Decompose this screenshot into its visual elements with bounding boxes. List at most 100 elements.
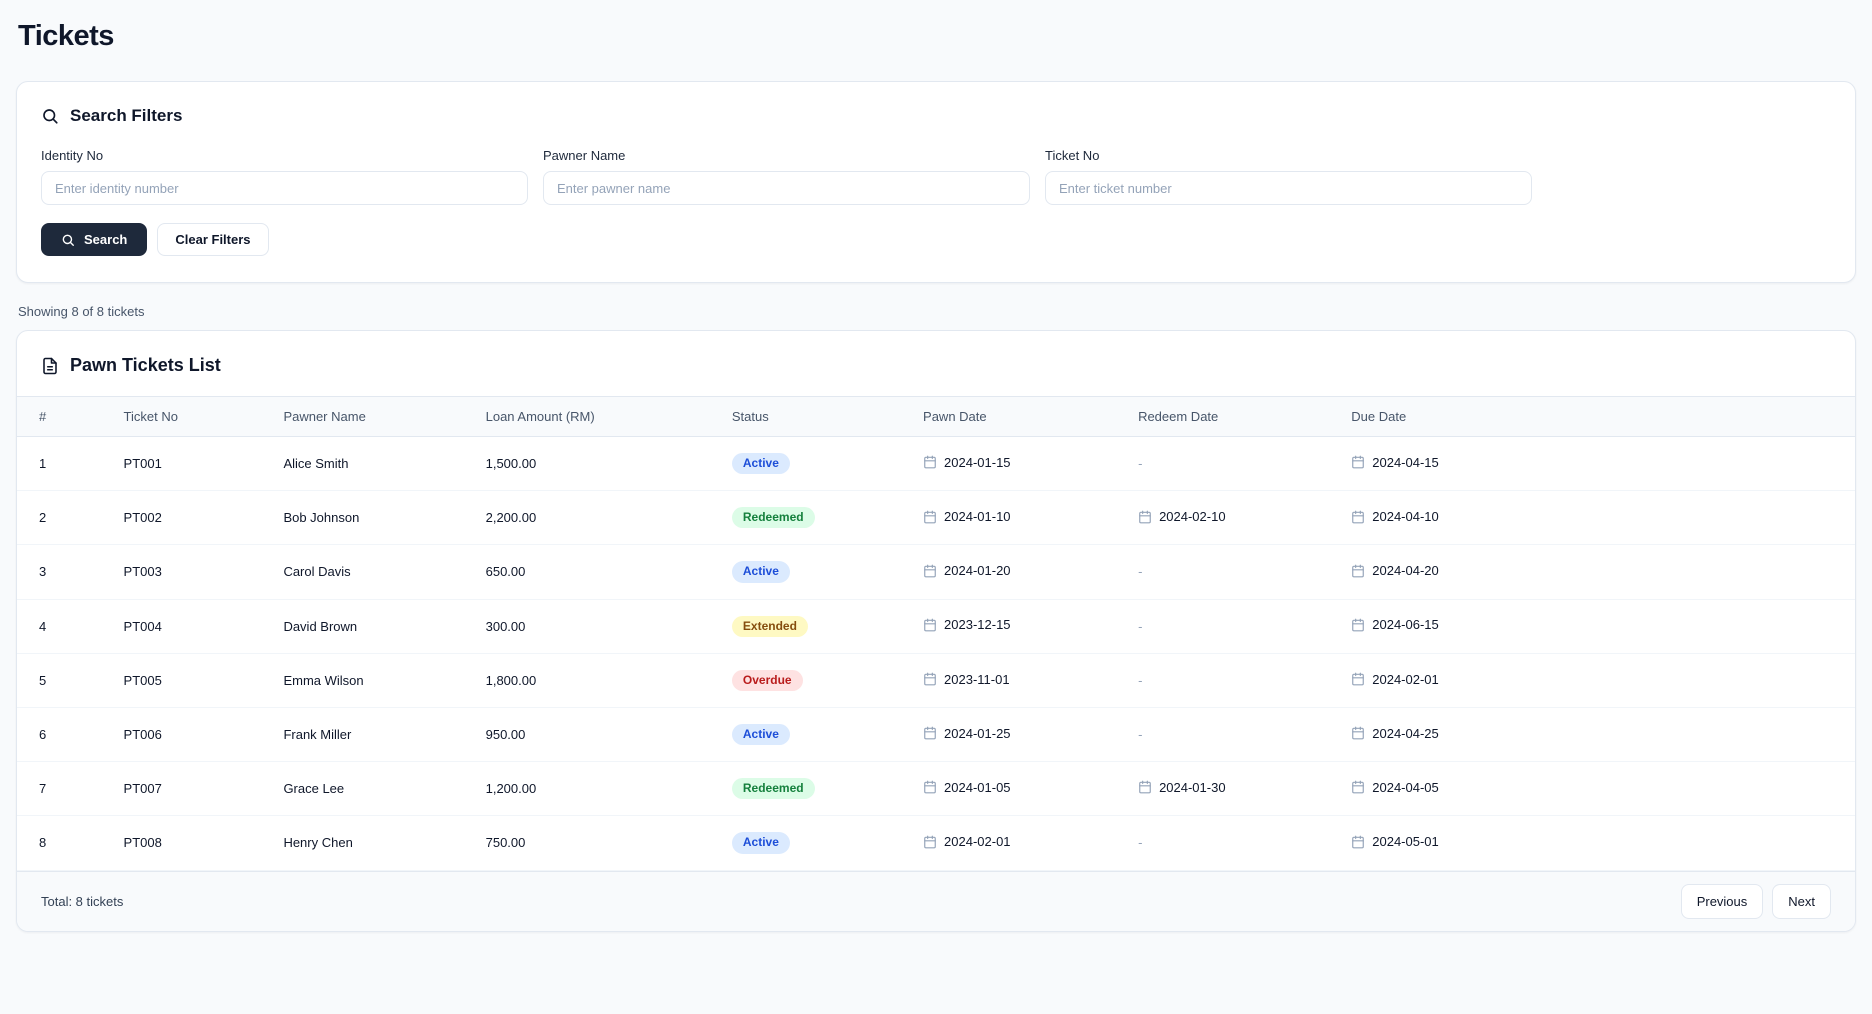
ticket-no-cell: PT006 <box>102 707 262 761</box>
calendar-icon <box>923 835 937 849</box>
pawner-name-cell: Bob Johnson <box>261 491 463 545</box>
status-cell: Active <box>710 816 901 870</box>
calendar-icon <box>1351 510 1365 524</box>
col-header-num: # <box>17 397 102 437</box>
loan-amount-cell: 1,200.00 <box>464 762 710 816</box>
status-badge: Active <box>732 561 790 582</box>
search-icon <box>41 107 59 125</box>
row-number-cell: 8 <box>17 816 102 870</box>
table-header-row: # Ticket No Pawner Name Loan Amount (RM)… <box>17 397 1855 437</box>
filters-grid: Identity No Pawner Name Ticket No <box>41 148 1831 205</box>
next-page-button[interactable]: Next <box>1772 884 1831 919</box>
status-cell: Extended <box>710 599 901 653</box>
date-value: 2024-02-01 <box>1351 672 1439 687</box>
col-header-loan-amount: Loan Amount (RM) <box>464 397 710 437</box>
search-button[interactable]: Search <box>41 223 147 256</box>
redeem-date-cell: - <box>1116 599 1329 653</box>
status-badge: Redeemed <box>732 507 815 528</box>
calendar-icon <box>923 510 937 524</box>
date-value: 2024-01-15 <box>923 455 1011 470</box>
redeem-date-cell: - <box>1116 545 1329 599</box>
due-date-cell: 2024-02-01 <box>1329 653 1855 707</box>
pawner-name-input[interactable] <box>543 171 1030 205</box>
calendar-icon <box>1138 510 1152 524</box>
identity-no-label: Identity No <box>41 148 528 163</box>
previous-page-button[interactable]: Previous <box>1681 884 1764 919</box>
empty-date-dash: - <box>1138 564 1142 579</box>
col-header-ticket-no: Ticket No <box>102 397 262 437</box>
calendar-icon <box>1351 780 1365 794</box>
pawner-name-field-group: Pawner Name <box>543 148 1030 205</box>
ticket-no-cell: PT005 <box>102 653 262 707</box>
due-date-cell: 2024-04-20 <box>1329 545 1855 599</box>
ticket-no-label: Ticket No <box>1045 148 1532 163</box>
calendar-icon <box>923 672 937 686</box>
empty-date-dash: - <box>1138 727 1142 742</box>
ticket-no-cell: PT001 <box>102 437 262 491</box>
due-date-cell: 2024-06-15 <box>1329 599 1855 653</box>
due-date-cell: 2024-04-10 <box>1329 491 1855 545</box>
ticket-no-cell: PT008 <box>102 816 262 870</box>
search-filters-card: Search Filters Identity No Pawner Name T… <box>16 81 1856 283</box>
loan-amount-cell: 2,200.00 <box>464 491 710 545</box>
table-row: 2PT002Bob Johnson2,200.00Redeemed2024-01… <box>17 491 1855 545</box>
file-text-icon <box>41 357 59 375</box>
date-value: 2024-05-01 <box>1351 834 1439 849</box>
status-badge: Overdue <box>732 670 803 691</box>
ticket-no-input[interactable] <box>1045 171 1532 205</box>
calendar-icon <box>923 455 937 469</box>
status-cell: Redeemed <box>710 491 901 545</box>
empty-date-dash: - <box>1138 673 1142 688</box>
showing-count-text: Showing 8 of 8 tickets <box>18 304 1854 319</box>
empty-date-dash: - <box>1138 835 1142 850</box>
date-value: 2024-01-25 <box>923 726 1011 741</box>
status-cell: Overdue <box>710 653 901 707</box>
row-number-cell: 6 <box>17 707 102 761</box>
redeem-date-cell: - <box>1116 653 1329 707</box>
col-header-pawner-name: Pawner Name <box>261 397 463 437</box>
pawner-name-cell: Frank Miller <box>261 707 463 761</box>
calendar-icon <box>1351 455 1365 469</box>
ticket-no-cell: PT002 <box>102 491 262 545</box>
search-button-label: Search <box>84 232 127 247</box>
filters-actions: Search Clear Filters <box>41 223 1831 256</box>
date-value: 2024-04-05 <box>1351 780 1439 795</box>
table-footer: Total: 8 tickets Previous Next <box>17 871 1855 931</box>
due-date-cell: 2024-04-15 <box>1329 437 1855 491</box>
col-header-status: Status <box>710 397 901 437</box>
ticket-no-cell: PT004 <box>102 599 262 653</box>
table-row: 4PT004David Brown300.00Extended2023-12-1… <box>17 599 1855 653</box>
calendar-icon <box>923 618 937 632</box>
loan-amount-cell: 650.00 <box>464 545 710 599</box>
table-card-header: Pawn Tickets List <box>17 331 1855 376</box>
due-date-cell: 2024-04-25 <box>1329 707 1855 761</box>
tickets-page: Tickets Search Filters Identity No Pawne… <box>0 0 1872 956</box>
identity-no-field-group: Identity No <box>41 148 528 205</box>
calendar-icon <box>1351 726 1365 740</box>
identity-no-input[interactable] <box>41 171 528 205</box>
clear-filters-button[interactable]: Clear Filters <box>157 223 268 256</box>
due-date-cell: 2024-05-01 <box>1329 816 1855 870</box>
loan-amount-cell: 750.00 <box>464 816 710 870</box>
table-row: 8PT008Henry Chen750.00Active2024-02-01-2… <box>17 816 1855 870</box>
pawner-name-cell: Emma Wilson <box>261 653 463 707</box>
status-cell: Active <box>710 707 901 761</box>
pawn-tickets-card: Pawn Tickets List # Ticket No Pawner Nam… <box>16 330 1856 932</box>
date-value: 2024-01-20 <box>923 563 1011 578</box>
date-value: 2024-04-10 <box>1351 509 1439 524</box>
col-header-redeem-date: Redeem Date <box>1116 397 1329 437</box>
col-header-due-date: Due Date <box>1329 397 1855 437</box>
date-value: 2024-02-01 <box>923 834 1011 849</box>
tickets-tbody: 1PT001Alice Smith1,500.00Active2024-01-1… <box>17 437 1855 871</box>
pawner-name-cell: David Brown <box>261 599 463 653</box>
row-number-cell: 2 <box>17 491 102 545</box>
loan-amount-cell: 950.00 <box>464 707 710 761</box>
page-title: Tickets <box>18 20 1854 53</box>
status-badge: Active <box>732 453 790 474</box>
date-value: 2024-04-20 <box>1351 563 1439 578</box>
loan-amount-cell: 1,500.00 <box>464 437 710 491</box>
due-date-cell: 2024-04-05 <box>1329 762 1855 816</box>
pawner-name-cell: Alice Smith <box>261 437 463 491</box>
table-row: 1PT001Alice Smith1,500.00Active2024-01-1… <box>17 437 1855 491</box>
calendar-icon <box>923 726 937 740</box>
